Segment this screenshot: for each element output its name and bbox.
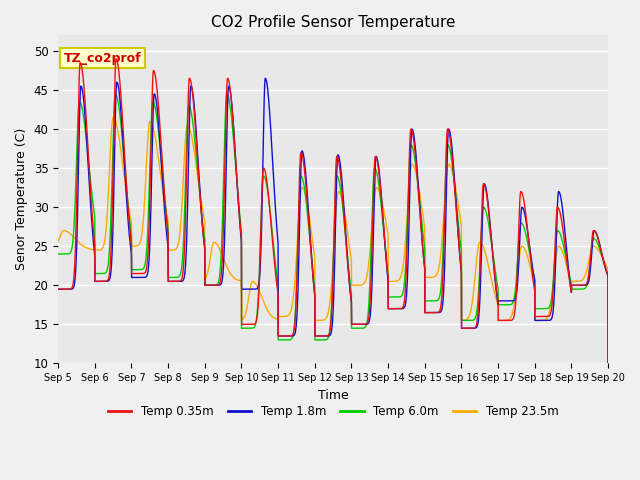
Y-axis label: Senor Temperature (C): Senor Temperature (C) (15, 128, 28, 271)
Text: TZ_co2prof: TZ_co2prof (63, 51, 141, 65)
X-axis label: Time: Time (317, 389, 349, 402)
Legend: Temp 0.35m, Temp 1.8m, Temp 6.0m, Temp 23.5m: Temp 0.35m, Temp 1.8m, Temp 6.0m, Temp 2… (103, 401, 563, 423)
Title: CO2 Profile Sensor Temperature: CO2 Profile Sensor Temperature (211, 15, 455, 30)
